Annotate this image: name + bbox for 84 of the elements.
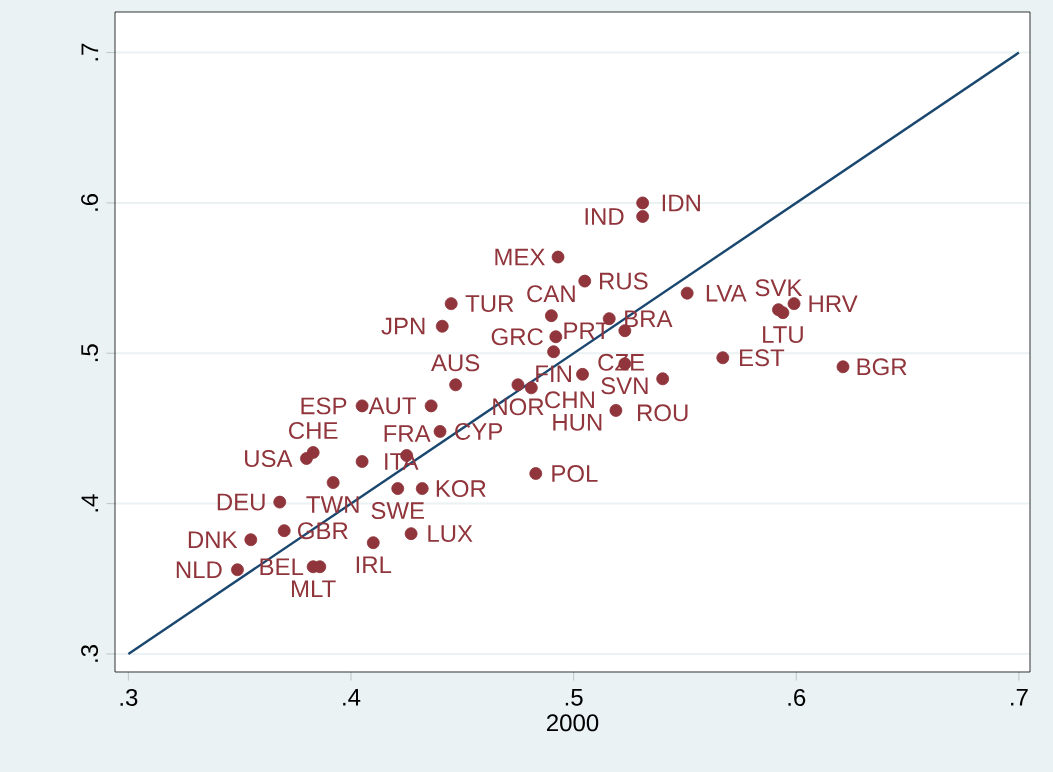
point xyxy=(776,306,790,320)
point xyxy=(300,452,313,465)
annotation: BGR xyxy=(857,358,907,376)
x-tick-label: .7 xyxy=(1011,688,1028,706)
point xyxy=(277,524,291,538)
annotation: GRC xyxy=(491,328,543,346)
annotation: LTU xyxy=(763,326,803,344)
annotation: KOR xyxy=(436,480,486,498)
point xyxy=(244,533,258,547)
annotation: LUX xyxy=(428,525,473,543)
y-tick-label: .6 xyxy=(81,193,99,211)
x-tick-label: .6 xyxy=(788,688,806,706)
annotation: JPN xyxy=(381,317,425,335)
annotation: SVK xyxy=(755,279,803,297)
annotation: LVA xyxy=(706,284,747,302)
annotation: FRA xyxy=(384,425,431,442)
annotation: HUN xyxy=(553,414,602,431)
annotation: BRA xyxy=(625,310,673,327)
point xyxy=(529,467,543,480)
point xyxy=(326,476,340,489)
point xyxy=(680,286,694,300)
point xyxy=(787,297,801,311)
annotation: AUS xyxy=(430,354,480,372)
annotation: EST xyxy=(740,349,785,367)
point xyxy=(636,196,650,210)
annotation: CHN xyxy=(545,391,594,409)
annotation: ESP xyxy=(301,397,347,415)
y-tick-label: .7 xyxy=(81,43,99,61)
point xyxy=(391,482,405,495)
annotation: IRL xyxy=(356,556,392,573)
point xyxy=(511,378,525,392)
annotation: DEU xyxy=(217,493,265,511)
annotation: CAN xyxy=(527,285,575,303)
x-axis-title: 2000 xyxy=(547,714,599,732)
annotation: RUS xyxy=(599,272,648,290)
point xyxy=(366,536,380,550)
annotation: DNK xyxy=(188,531,238,548)
y-tick-label: .3 xyxy=(81,645,99,662)
point xyxy=(404,527,418,541)
annotation: AUT xyxy=(368,397,416,415)
annotation: IND xyxy=(585,208,624,225)
annotation: NLD xyxy=(176,561,222,579)
annotation: SWE xyxy=(371,502,425,520)
annotation: ROU xyxy=(637,404,688,422)
point xyxy=(716,351,730,365)
point xyxy=(636,210,650,223)
y-tick-label: .5 xyxy=(81,344,99,362)
point xyxy=(355,399,369,413)
point xyxy=(449,378,463,392)
point xyxy=(444,297,458,311)
point xyxy=(547,345,560,359)
point xyxy=(355,455,369,468)
annotation: TUR xyxy=(465,295,514,313)
annotation: CYP xyxy=(455,422,503,440)
y-tick-label: .4 xyxy=(81,494,99,512)
annotation: MEX xyxy=(495,248,545,266)
point xyxy=(578,274,592,288)
annotation: NOR xyxy=(493,398,544,416)
annotation: MLT xyxy=(292,580,336,598)
point xyxy=(524,381,538,395)
annotation: HRV xyxy=(809,295,858,312)
point xyxy=(435,319,449,333)
annotation: PRT xyxy=(564,322,610,339)
point xyxy=(433,425,447,438)
annotation: IDN xyxy=(662,194,700,212)
x-tick-label: .3 xyxy=(120,688,138,706)
point xyxy=(273,495,287,509)
x-tick-label: .4 xyxy=(343,688,361,706)
annotation: BEL xyxy=(260,558,304,576)
point xyxy=(544,309,558,323)
annotation: SVN xyxy=(601,377,648,395)
x-tick-label: .5 xyxy=(565,688,583,706)
point xyxy=(656,372,670,386)
point xyxy=(609,404,623,417)
point xyxy=(424,399,438,413)
point xyxy=(415,482,429,495)
point xyxy=(549,330,563,344)
point xyxy=(836,360,850,374)
annotation: CHE xyxy=(289,422,338,439)
point xyxy=(231,563,244,577)
point xyxy=(551,250,565,264)
annotation: POL xyxy=(552,465,598,483)
point xyxy=(576,367,589,381)
annotation: USA xyxy=(245,450,293,467)
